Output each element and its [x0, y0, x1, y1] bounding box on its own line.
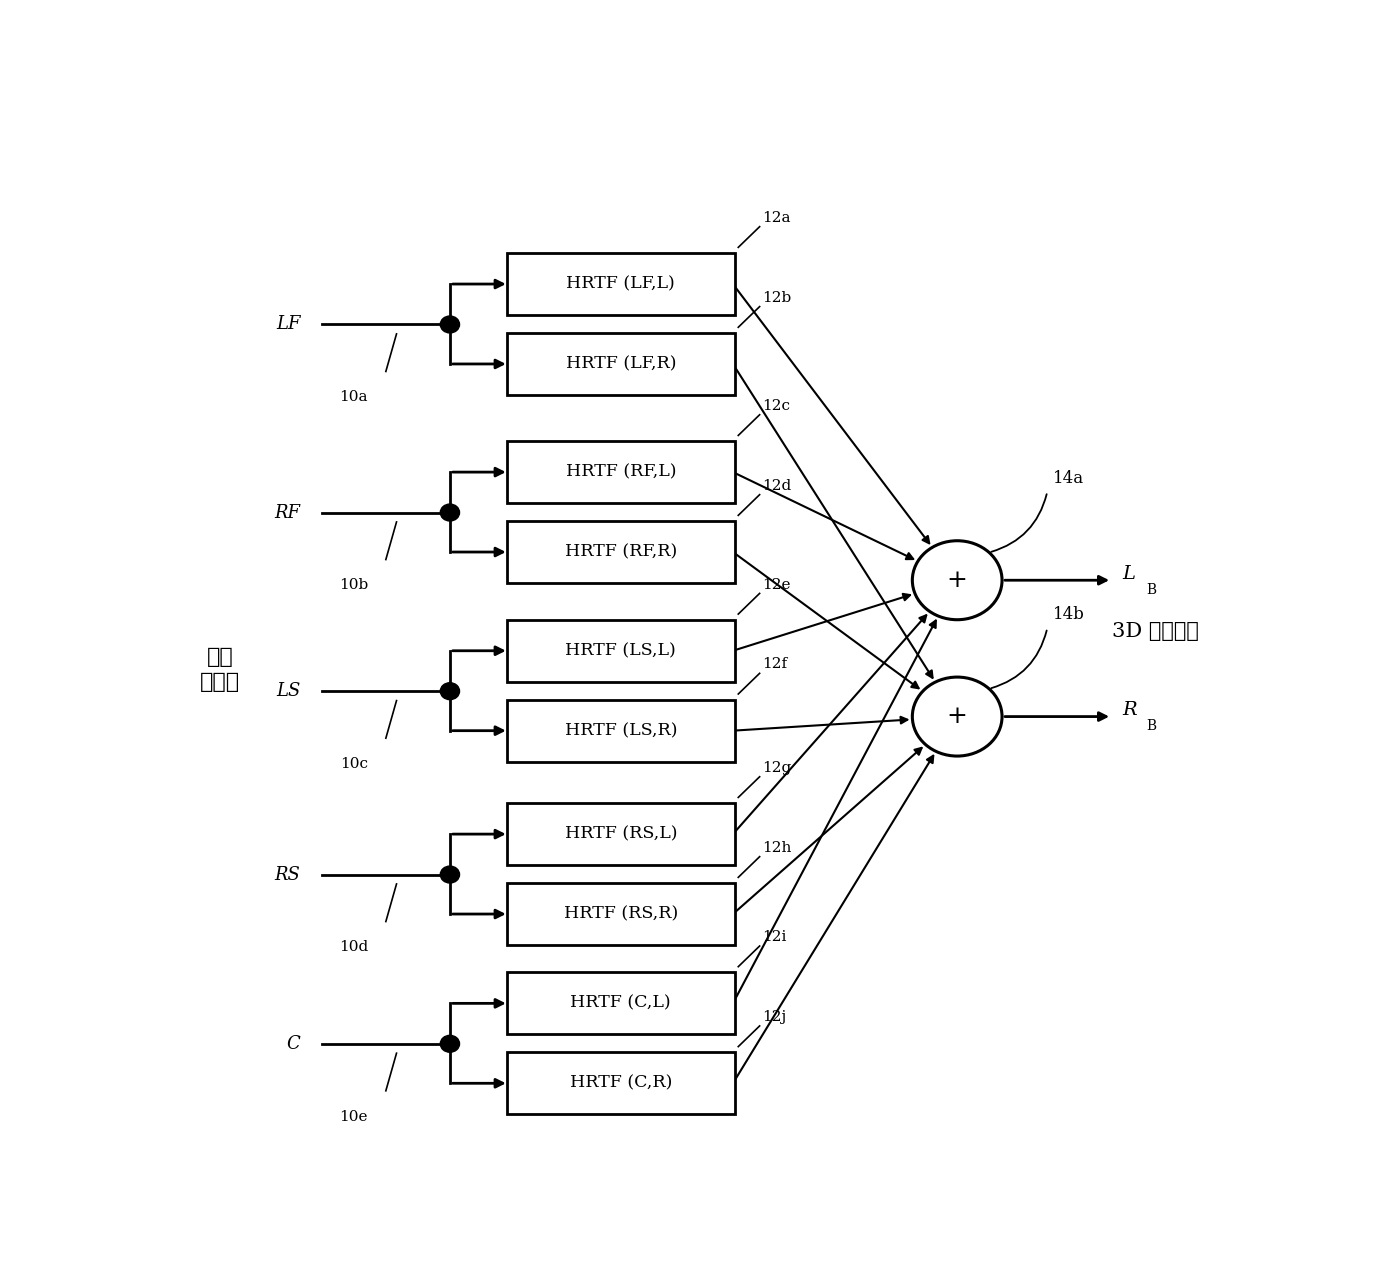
- Text: 12d: 12d: [762, 479, 791, 493]
- FancyBboxPatch shape: [507, 1053, 734, 1114]
- Text: LS: LS: [276, 682, 300, 700]
- Text: 10c: 10c: [340, 757, 368, 771]
- Text: HRTF (LF,L): HRTF (LF,L): [566, 276, 675, 292]
- Text: 12g: 12g: [762, 761, 791, 775]
- FancyBboxPatch shape: [507, 441, 734, 503]
- FancyBboxPatch shape: [507, 620, 734, 682]
- Text: 3D 双耳输出: 3D 双耳输出: [1112, 622, 1199, 641]
- Text: 12c: 12c: [762, 399, 790, 413]
- FancyBboxPatch shape: [507, 333, 734, 395]
- Text: 12i: 12i: [762, 930, 785, 944]
- Text: RS: RS: [274, 866, 300, 884]
- Text: 多通
道输入: 多通 道输入: [200, 646, 240, 693]
- Circle shape: [441, 683, 459, 700]
- Text: 10a: 10a: [339, 390, 368, 404]
- Text: 14b: 14b: [1053, 606, 1084, 624]
- Text: C: C: [287, 1035, 300, 1053]
- Circle shape: [441, 504, 459, 521]
- Text: HRTF (C,R): HRTF (C,R): [569, 1074, 672, 1092]
- Text: HRTF (RS,R): HRTF (RS,R): [564, 906, 678, 922]
- FancyBboxPatch shape: [507, 700, 734, 762]
- Text: 12h: 12h: [762, 841, 791, 855]
- Text: 12f: 12f: [762, 658, 787, 672]
- Circle shape: [441, 316, 459, 333]
- Text: R: R: [1123, 701, 1137, 719]
- FancyBboxPatch shape: [507, 253, 734, 315]
- Circle shape: [441, 1035, 459, 1053]
- FancyBboxPatch shape: [507, 521, 734, 583]
- Text: HRTF (LS,R): HRTF (LS,R): [565, 723, 677, 739]
- FancyBboxPatch shape: [507, 973, 734, 1034]
- Text: HRTF (RS,L): HRTF (RS,L): [565, 826, 677, 842]
- Text: HRTF (RF,R): HRTF (RF,R): [565, 544, 677, 560]
- Text: +: +: [947, 569, 967, 592]
- Text: 12j: 12j: [762, 1010, 785, 1024]
- Circle shape: [912, 677, 1002, 756]
- FancyBboxPatch shape: [507, 803, 734, 865]
- Text: B: B: [1146, 719, 1156, 733]
- Text: 10b: 10b: [339, 578, 368, 592]
- Text: HRTF (LS,L): HRTF (LS,L): [565, 643, 677, 659]
- Text: RF: RF: [274, 503, 300, 522]
- Text: HRTF (LF,R): HRTF (LF,R): [565, 356, 677, 372]
- Text: B: B: [1146, 583, 1156, 597]
- Text: 14a: 14a: [1053, 470, 1083, 486]
- Text: L: L: [1123, 565, 1135, 583]
- Circle shape: [441, 866, 459, 883]
- Text: 12e: 12e: [762, 578, 790, 592]
- Text: LF: LF: [276, 315, 300, 334]
- Text: 10d: 10d: [339, 940, 368, 954]
- FancyBboxPatch shape: [507, 883, 734, 945]
- Text: 12b: 12b: [762, 291, 791, 305]
- Text: +: +: [947, 705, 967, 728]
- Text: 10e: 10e: [339, 1110, 368, 1124]
- Text: 12a: 12a: [762, 211, 790, 225]
- Text: HRTF (C,L): HRTF (C,L): [570, 994, 671, 1012]
- Circle shape: [912, 541, 1002, 620]
- Text: HRTF (RF,L): HRTF (RF,L): [565, 464, 677, 480]
